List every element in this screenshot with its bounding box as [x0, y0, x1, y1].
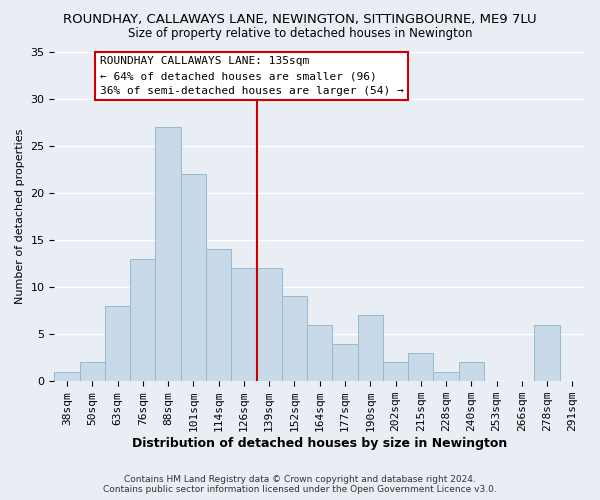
Bar [105, 306, 130, 381]
Bar [358, 316, 383, 381]
Bar [257, 268, 282, 381]
Bar [383, 362, 408, 381]
Bar [181, 174, 206, 381]
X-axis label: Distribution of detached houses by size in Newington: Distribution of detached houses by size … [132, 437, 508, 450]
Text: Contains public sector information licensed under the Open Government Licence v3: Contains public sector information licen… [103, 485, 497, 494]
Bar [155, 127, 181, 381]
Bar [130, 259, 155, 381]
Bar [282, 296, 307, 381]
Bar [206, 250, 231, 381]
Bar [231, 268, 257, 381]
Bar [80, 362, 105, 381]
Text: Contains HM Land Registry data © Crown copyright and database right 2024.: Contains HM Land Registry data © Crown c… [124, 475, 476, 484]
Bar [535, 324, 560, 381]
Text: ROUNDHAY, CALLAWAYS LANE, NEWINGTON, SITTINGBOURNE, ME9 7LU: ROUNDHAY, CALLAWAYS LANE, NEWINGTON, SIT… [63, 12, 537, 26]
Bar [55, 372, 80, 381]
Bar [307, 324, 332, 381]
Bar [332, 344, 358, 381]
Y-axis label: Number of detached properties: Number of detached properties [15, 128, 25, 304]
Text: Size of property relative to detached houses in Newington: Size of property relative to detached ho… [128, 28, 472, 40]
Bar [433, 372, 458, 381]
Bar [408, 353, 433, 381]
Text: ROUNDHAY CALLAWAYS LANE: 135sqm
← 64% of detached houses are smaller (96)
36% of: ROUNDHAY CALLAWAYS LANE: 135sqm ← 64% of… [100, 56, 404, 96]
Bar [458, 362, 484, 381]
